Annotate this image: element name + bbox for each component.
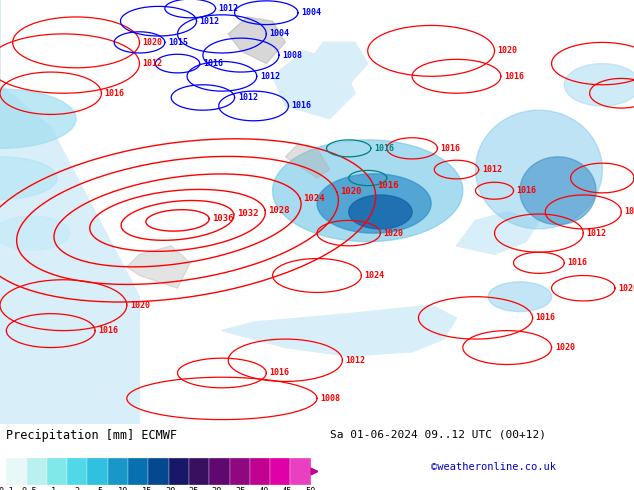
Text: 0.1: 0.1 bbox=[0, 488, 14, 490]
Text: 1016: 1016 bbox=[292, 101, 312, 110]
Text: 0.5: 0.5 bbox=[22, 488, 37, 490]
Bar bbox=[108, 458, 128, 485]
Text: 40: 40 bbox=[259, 488, 269, 490]
Text: 1016: 1016 bbox=[203, 59, 223, 68]
Text: 1028: 1028 bbox=[268, 206, 290, 215]
Polygon shape bbox=[311, 43, 368, 85]
Text: 1016: 1016 bbox=[517, 186, 537, 195]
Text: 1024: 1024 bbox=[365, 271, 385, 280]
Text: 1004: 1004 bbox=[301, 8, 321, 17]
Text: 1004: 1004 bbox=[269, 29, 290, 38]
Text: 1016: 1016 bbox=[441, 144, 461, 153]
Text: 1020: 1020 bbox=[143, 38, 163, 47]
Text: 1016: 1016 bbox=[374, 144, 394, 153]
Bar bbox=[290, 458, 311, 485]
Text: 1020: 1020 bbox=[340, 187, 361, 196]
Polygon shape bbox=[564, 64, 634, 106]
Polygon shape bbox=[0, 89, 76, 148]
Text: 1016: 1016 bbox=[105, 89, 125, 98]
Bar bbox=[67, 458, 87, 485]
Text: 1012: 1012 bbox=[260, 72, 280, 81]
Text: 2: 2 bbox=[74, 488, 79, 490]
Text: 15: 15 bbox=[141, 488, 152, 490]
Bar bbox=[189, 458, 209, 485]
Bar bbox=[128, 458, 148, 485]
Text: 5: 5 bbox=[98, 488, 103, 490]
Text: 35: 35 bbox=[235, 488, 246, 490]
Polygon shape bbox=[228, 17, 285, 64]
Text: 1016: 1016 bbox=[624, 207, 634, 217]
Text: 1012: 1012 bbox=[143, 59, 163, 68]
Bar bbox=[270, 458, 290, 485]
Text: Sa 01-06-2024 09..12 UTC (00+12): Sa 01-06-2024 09..12 UTC (00+12) bbox=[330, 429, 546, 439]
Bar bbox=[250, 458, 270, 485]
Polygon shape bbox=[0, 216, 70, 250]
Text: 45: 45 bbox=[282, 488, 292, 490]
Polygon shape bbox=[476, 110, 602, 229]
Polygon shape bbox=[285, 144, 330, 178]
Bar bbox=[87, 458, 108, 485]
Text: 1020: 1020 bbox=[384, 229, 404, 238]
Text: 1016: 1016 bbox=[269, 368, 290, 377]
Text: 1: 1 bbox=[51, 488, 56, 490]
Polygon shape bbox=[222, 305, 456, 356]
Text: 1012: 1012 bbox=[219, 4, 239, 13]
Polygon shape bbox=[488, 282, 552, 312]
Text: 1020: 1020 bbox=[498, 47, 518, 55]
Text: 20: 20 bbox=[165, 488, 176, 490]
Polygon shape bbox=[0, 0, 139, 424]
Text: 1036: 1036 bbox=[212, 214, 234, 223]
Text: 1008: 1008 bbox=[320, 394, 340, 403]
Polygon shape bbox=[0, 157, 57, 199]
Text: 1012: 1012 bbox=[238, 93, 258, 102]
Text: 1015: 1015 bbox=[168, 38, 188, 47]
Bar bbox=[209, 458, 230, 485]
Text: 1016: 1016 bbox=[504, 72, 524, 81]
Bar bbox=[169, 458, 189, 485]
Polygon shape bbox=[273, 140, 463, 242]
Text: 1016: 1016 bbox=[567, 258, 588, 267]
Text: 30: 30 bbox=[212, 488, 223, 490]
Text: 1020: 1020 bbox=[130, 301, 150, 310]
Text: 1032: 1032 bbox=[237, 209, 259, 218]
Text: Precipitation [mm] ECMWF: Precipitation [mm] ECMWF bbox=[6, 429, 178, 442]
Bar bbox=[47, 458, 67, 485]
Text: 1016: 1016 bbox=[536, 314, 556, 322]
Text: 1016: 1016 bbox=[377, 181, 398, 190]
Polygon shape bbox=[273, 51, 355, 119]
Text: 50: 50 bbox=[306, 488, 316, 490]
Polygon shape bbox=[520, 157, 596, 224]
Text: 1024: 1024 bbox=[303, 194, 325, 203]
Text: 1008: 1008 bbox=[282, 50, 302, 60]
Bar bbox=[27, 458, 47, 485]
Polygon shape bbox=[456, 212, 539, 254]
Bar bbox=[6, 458, 27, 485]
Polygon shape bbox=[317, 174, 431, 233]
Text: 1012: 1012 bbox=[200, 17, 220, 25]
Bar bbox=[230, 458, 250, 485]
Text: 25: 25 bbox=[188, 488, 199, 490]
Text: 1020: 1020 bbox=[618, 284, 634, 293]
Text: 1012: 1012 bbox=[346, 356, 366, 365]
Text: ©weatheronline.co.uk: ©weatheronline.co.uk bbox=[431, 462, 556, 472]
Text: 1012: 1012 bbox=[586, 229, 607, 238]
Text: 1020: 1020 bbox=[555, 343, 575, 352]
Text: 1016: 1016 bbox=[98, 326, 119, 335]
Text: 10: 10 bbox=[118, 488, 129, 490]
Bar bbox=[148, 458, 169, 485]
Polygon shape bbox=[127, 246, 190, 288]
Polygon shape bbox=[349, 195, 412, 229]
Text: 1012: 1012 bbox=[482, 165, 502, 174]
